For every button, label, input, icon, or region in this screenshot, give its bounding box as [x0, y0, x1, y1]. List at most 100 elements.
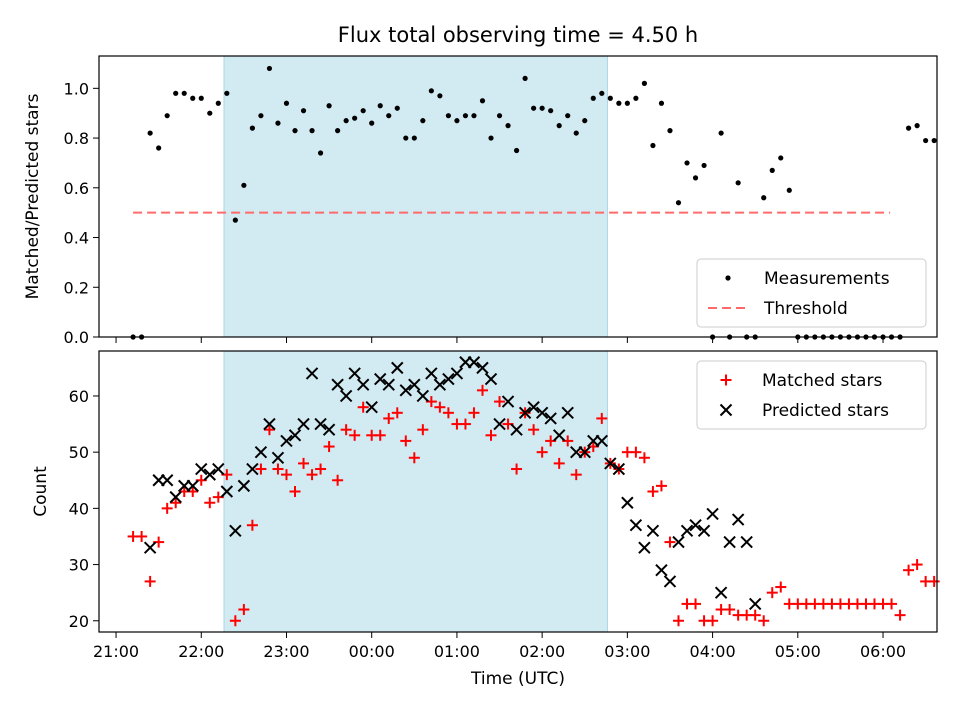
predicted-point — [612, 462, 626, 476]
matched-point — [315, 463, 327, 475]
predicted-point — [723, 535, 736, 549]
predicted-point — [501, 395, 515, 408]
predicted-point — [748, 597, 762, 611]
predicted-point — [638, 541, 651, 554]
legend: Measurements Threshold — [696, 258, 927, 328]
predicted-point — [322, 423, 336, 436]
panel-counts: 20 30 40 50 60 21:00 22:00 23:00 00:00 01:00 02:00… — [31, 350, 940, 689]
matched-point — [340, 424, 352, 436]
x-tick-label: 21:00 — [93, 642, 139, 661]
matched-point — [886, 598, 898, 610]
measurement-point — [377, 103, 383, 109]
x-tick-label: 03:00 — [604, 642, 650, 661]
predicted-point — [552, 429, 566, 442]
measurement-point — [556, 123, 562, 129]
measurement-point — [335, 128, 341, 134]
measurement-point — [411, 135, 417, 141]
measurement-point — [326, 103, 332, 109]
matched-point — [511, 463, 523, 475]
predicted-point — [442, 372, 455, 386]
matched-point — [690, 598, 702, 610]
predicted-point — [544, 412, 557, 425]
matched-point — [536, 446, 548, 458]
legend: Matched stars Predicted stars — [696, 360, 927, 430]
measurement-point — [164, 113, 170, 119]
measurement-point — [266, 65, 273, 72]
predicted-point — [689, 519, 702, 532]
y-tick-label: 0.6 — [64, 179, 89, 198]
matched-point — [144, 575, 156, 587]
measurement-point — [761, 195, 767, 201]
predicted-point — [629, 519, 643, 532]
measurement-point — [778, 155, 784, 161]
predicted-point — [186, 479, 199, 493]
matched-point — [434, 401, 446, 413]
measurement-point — [343, 118, 349, 124]
x-tick-label: 02:00 — [519, 642, 565, 661]
matched-point — [476, 384, 488, 396]
measurement-point — [701, 162, 707, 169]
y-axis-label: Count — [31, 466, 51, 517]
legend-marker-predicted — [719, 403, 733, 417]
predicted-point — [220, 485, 234, 498]
predicted-point — [740, 535, 753, 549]
measurement-point — [548, 108, 554, 114]
measurement-point — [633, 95, 639, 101]
predicted-point — [408, 378, 421, 391]
matched-point — [417, 424, 429, 436]
predicted-point — [365, 400, 378, 414]
legend-box — [696, 360, 927, 430]
y-tick-label: 20 — [69, 612, 89, 631]
predicted-point — [143, 541, 157, 554]
measurement-point — [394, 105, 400, 111]
measurement-point — [241, 182, 247, 188]
legend-label-matched: Matched stars — [762, 371, 882, 391]
matched-point — [638, 452, 650, 464]
highlight-span — [223, 55, 608, 338]
predicted-point — [697, 524, 711, 538]
matched-point — [357, 401, 369, 413]
y-tick-label: 60 — [69, 387, 89, 406]
predicted-point — [595, 434, 609, 448]
matched-point — [707, 615, 719, 627]
y-tick-label: 1.0 — [64, 79, 89, 98]
predicted-point — [706, 507, 719, 521]
matched-point — [724, 604, 736, 616]
matched-point — [664, 536, 676, 548]
measurement-point — [658, 100, 665, 106]
matched-point — [349, 429, 361, 441]
predicted-point — [288, 429, 302, 442]
y-tick-label: 0.2 — [64, 278, 89, 297]
predicted-point — [433, 378, 447, 391]
measurement-point — [786, 187, 792, 193]
y-tick-label: 30 — [69, 556, 89, 575]
matched-point — [758, 615, 770, 627]
legend-marker-matched — [720, 374, 732, 386]
measurement-point — [173, 90, 179, 96]
x-tick-label: 00:00 — [349, 642, 395, 661]
legend-label-threshold: Threshold — [763, 299, 848, 319]
matched-point — [528, 424, 540, 436]
matched-point — [903, 564, 915, 576]
y-tick-label: 0.0 — [64, 328, 89, 347]
y-axis-label: Matched/Predicted stars — [23, 93, 43, 299]
matched-point — [749, 609, 761, 621]
measurement-point — [215, 100, 221, 106]
measurement-point — [147, 130, 153, 136]
x-tick-label: 01:00 — [434, 642, 480, 661]
highlight-span — [223, 350, 608, 633]
matched-point — [459, 418, 471, 430]
measurement-point — [275, 120, 281, 126]
measurement-point — [471, 113, 477, 119]
matched-point — [246, 519, 258, 531]
measurement-point — [684, 160, 690, 166]
measurement-point — [300, 108, 307, 114]
matched-point — [280, 469, 292, 481]
matched-point — [775, 581, 787, 593]
measurement-point — [454, 118, 460, 124]
matched-point — [570, 469, 582, 481]
predicted-point — [467, 356, 481, 369]
matched-point — [672, 615, 684, 627]
measurement-point — [905, 125, 912, 131]
measurement-point — [198, 95, 204, 101]
